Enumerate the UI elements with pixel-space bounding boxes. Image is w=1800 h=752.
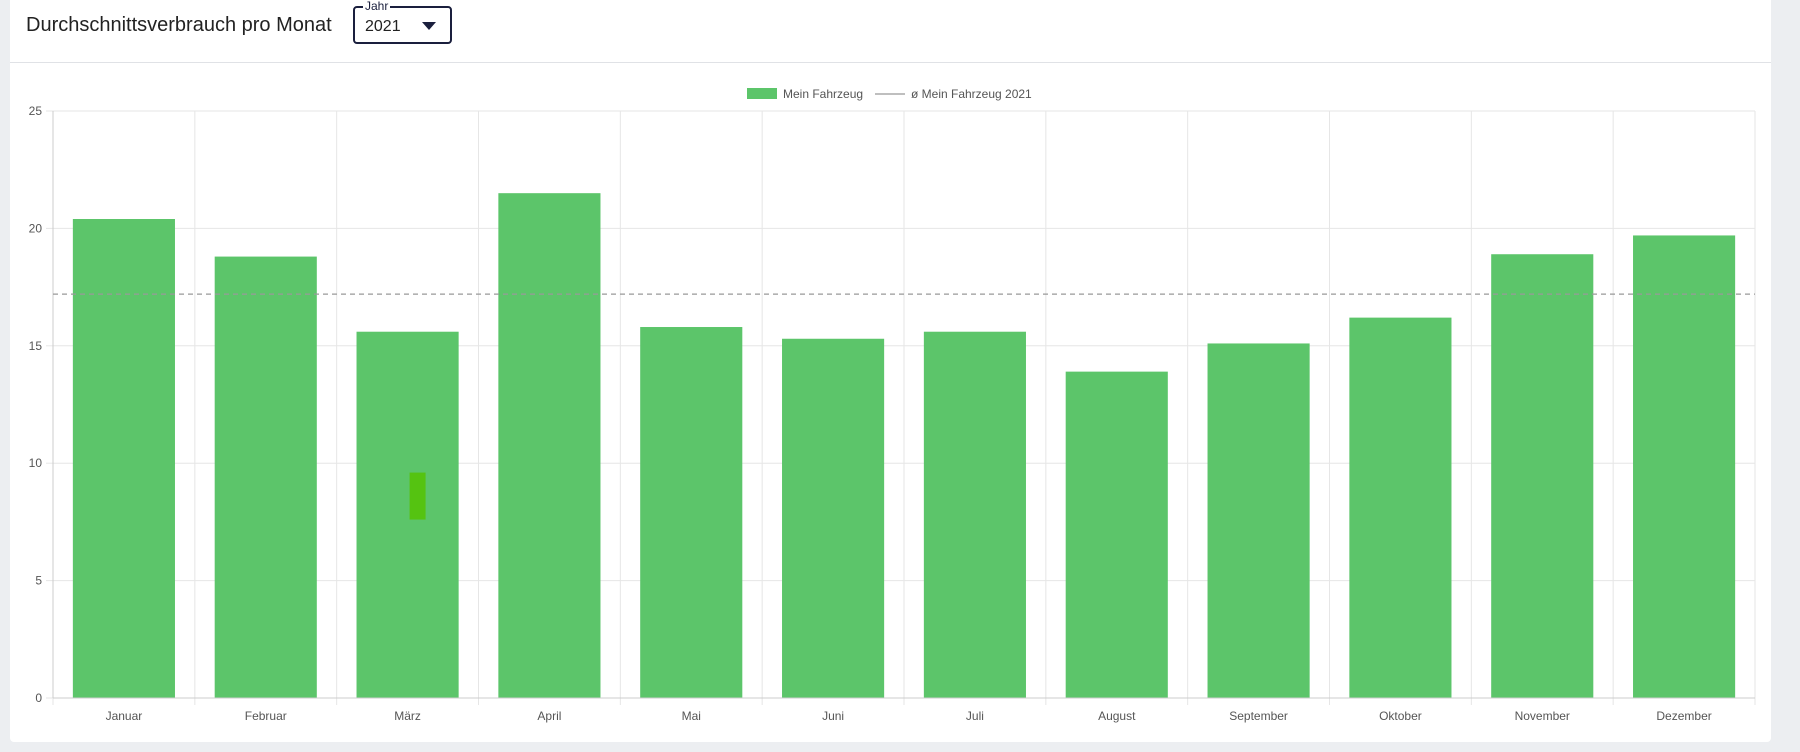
x-tick-label: Juli: [966, 709, 984, 723]
chevron-down-icon: [422, 22, 436, 30]
y-tick-label: 0: [35, 691, 42, 705]
legend-label-average: ø Mein Fahrzeug 2021: [911, 87, 1032, 101]
bar-juli: [923, 331, 1026, 698]
x-tick-label: Juni: [822, 709, 844, 723]
x-tick-label: Oktober: [1379, 709, 1422, 723]
y-tick-label: 10: [29, 456, 43, 470]
year-select-label: Jahr: [363, 0, 391, 13]
x-tick-label: Mai: [682, 709, 701, 723]
x-tick-label: September: [1229, 709, 1288, 723]
bar-august: [1065, 371, 1168, 698]
year-select[interactable]: Jahr 2021: [353, 0, 452, 44]
x-tick-label: Dezember: [1656, 709, 1711, 723]
bar-dezember: [1633, 235, 1736, 698]
y-tick-label: 5: [35, 574, 42, 588]
card-title: Durchschnittsverbrauch pro Monat: [26, 14, 332, 36]
bar-februar: [214, 256, 317, 698]
card-header: Durchschnittsverbrauch pro Monat Jahr 20…: [10, 0, 1771, 63]
bar-november: [1491, 254, 1594, 698]
bar-mai: [640, 327, 743, 698]
y-tick-label: 15: [29, 339, 43, 353]
bar-april: [498, 193, 601, 698]
y-tick-label: 25: [29, 104, 43, 118]
highlight-marker: [409, 472, 426, 520]
x-tick-label: Januar: [106, 709, 143, 723]
legend-swatch-bar: [747, 88, 777, 99]
bar-januar: [72, 219, 175, 698]
bar-september: [1207, 343, 1310, 698]
y-tick-label: 20: [29, 221, 43, 235]
year-select-value: 2021: [365, 18, 401, 35]
x-tick-label: November: [1515, 709, 1570, 723]
x-tick-label: August: [1098, 709, 1136, 723]
x-tick-label: März: [394, 709, 421, 723]
bar-juni: [782, 338, 885, 698]
legend-label-series: Mein Fahrzeug: [783, 87, 863, 101]
x-tick-label: April: [537, 709, 561, 723]
x-tick-label: Februar: [245, 709, 287, 723]
bar-oktober: [1349, 317, 1452, 698]
bar-märz: [356, 331, 459, 698]
